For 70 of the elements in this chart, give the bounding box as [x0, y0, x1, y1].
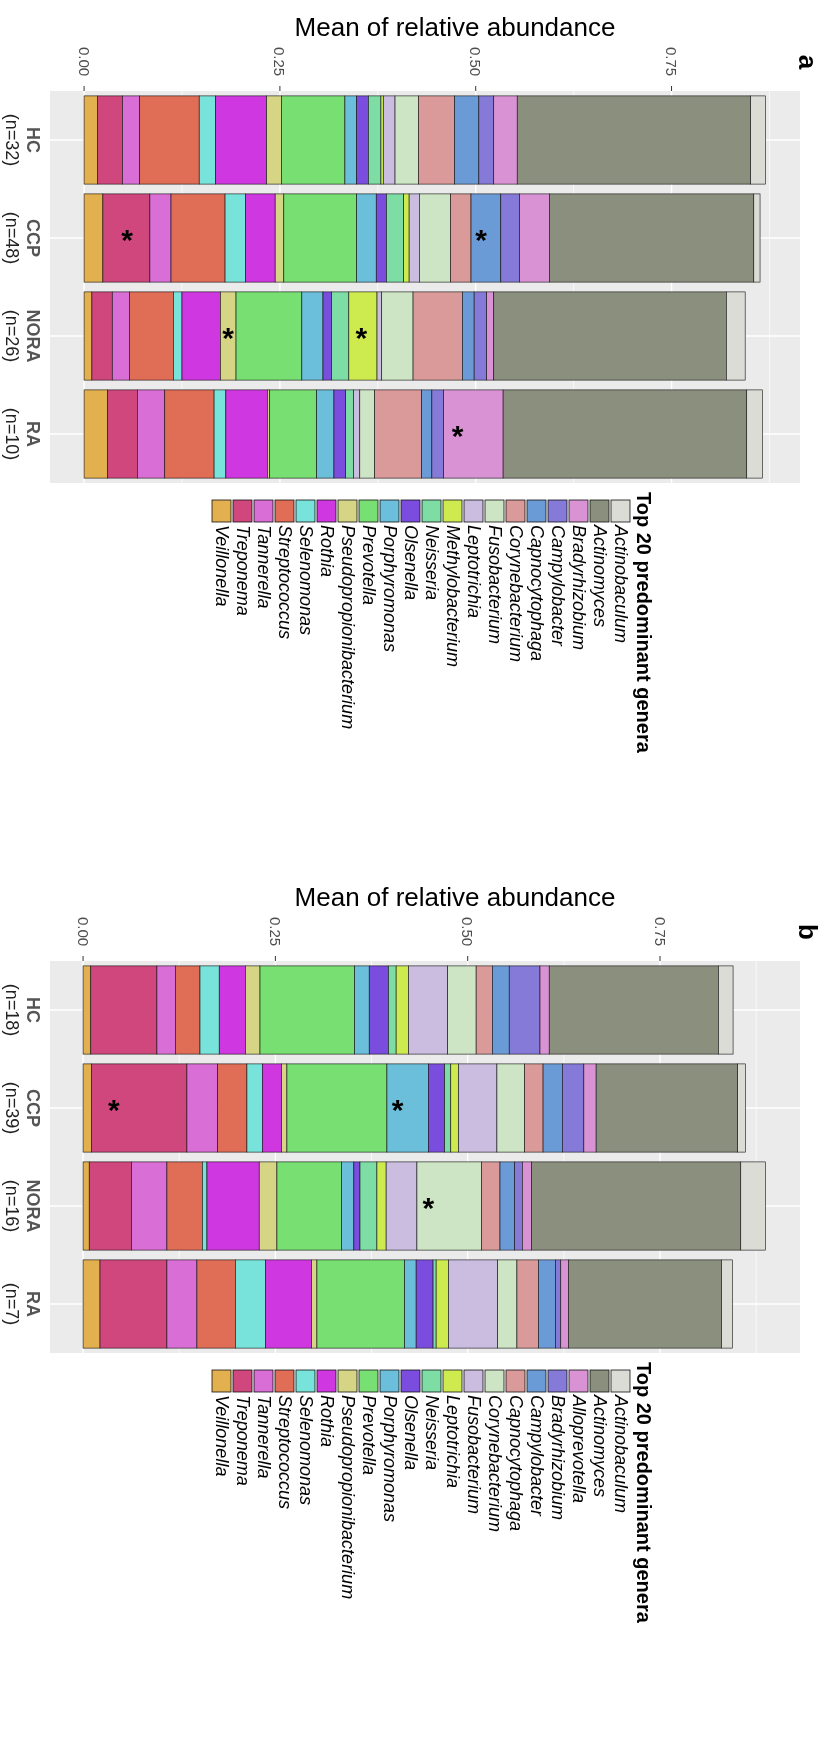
legend-label: Actinobaculum [610, 1394, 631, 1514]
legend-label: Actinobaculum [610, 524, 631, 644]
legend-label: Selenomonas [295, 525, 316, 636]
y-tick-label: NORA (n=26) [2, 309, 43, 363]
x-tick-label: 0.00 [74, 917, 92, 947]
legend-label: Leptotrichia [463, 525, 484, 619]
legend-label: Olsenella [400, 1395, 421, 1471]
legend-title: Top 20 predominant genera [633, 1362, 655, 1624]
y-tick-label: RA (n=10) [2, 407, 43, 461]
legend-label: Corynebacterium [484, 1395, 505, 1533]
legend-label: Methylobacterium [442, 525, 463, 668]
x-tick-label: 0.50 [459, 917, 477, 947]
legend-label: Campylobacter [547, 525, 568, 648]
legend-label: Fusobacterium [484, 525, 505, 645]
legend-label: Veillonella [211, 1395, 232, 1477]
y-tick-label: RA (n=7) [2, 1282, 43, 1326]
annotation: * [475, 223, 488, 256]
y-tick-label: HC (n=32) [2, 113, 43, 167]
legend-label: Rothia [316, 525, 337, 578]
x-tick-label: 0.50 [467, 47, 485, 77]
legend-label: Rothia [316, 1395, 337, 1448]
legend-label: Bradyrhizobium [568, 525, 589, 651]
legend-label: Neisseria [421, 1395, 442, 1471]
legend-label: Pseudopropionibacterium [337, 525, 358, 730]
x-tick-label: 0.25 [266, 917, 284, 947]
legend-label: Tannerella [253, 525, 274, 609]
legend-label: Fusobacterium [463, 1395, 484, 1515]
x-tick-label: 0.00 [75, 47, 93, 77]
legend-label: Actinomyces [589, 524, 610, 628]
legend-label: Pseudopropionibacterium [337, 1395, 358, 1600]
annotation: * [355, 321, 368, 354]
legend-title: Top 20 predominant genera [633, 492, 655, 754]
annotation: * [222, 321, 235, 354]
annotation: * [391, 1093, 404, 1126]
legend-label: Campylobacter [526, 1395, 547, 1518]
legend-label: Porphyromonas [379, 525, 400, 653]
annotation: * [422, 1191, 435, 1224]
legend-label: Streptococcus [274, 1395, 295, 1510]
legend-label: Treponema [232, 525, 253, 616]
legend-label: Prevotella [358, 1395, 379, 1476]
legend-label: Neisseria [421, 525, 442, 601]
legend-label: Capnocytophaga [526, 525, 547, 662]
legend-label: Capnocytophaga [505, 1395, 526, 1532]
text: b [793, 924, 823, 940]
legend-label: Actinomyces [589, 1394, 610, 1498]
x-tick-label: 0.25 [271, 47, 289, 77]
annotation: * [108, 1093, 120, 1126]
legend-label: Bradyrhizobium [547, 1395, 568, 1521]
legend-label: Treponema [232, 1395, 253, 1486]
legend-label: Olsenella [400, 525, 421, 601]
x-tick-label: 0.75 [663, 47, 681, 77]
annotation: * [451, 419, 464, 452]
y-tick-label: NORA (n=16) [2, 1179, 43, 1233]
legend-label: Selenomonas [295, 1395, 316, 1506]
legend-label: Tannerella [253, 1395, 274, 1479]
annotation: * [121, 223, 134, 256]
legend-label: Streptococcus [274, 525, 295, 640]
legend-label: Leptotrichia [442, 1395, 463, 1489]
text: a [793, 54, 823, 70]
x-axis-title: Mean of relative abundance [294, 12, 616, 42]
legend-label: Alloprevotella [568, 1394, 589, 1504]
legend-label: Veillonella [211, 525, 232, 607]
y-tick-label: CCP (n=48) [2, 211, 43, 265]
legend-label: Corynebacterium [505, 525, 526, 663]
x-tick-label: 0.75 [651, 917, 669, 947]
y-tick-label: HC (n=18) [2, 983, 43, 1037]
x-axis-title: Mean of relative abundance [294, 882, 616, 912]
legend-label: Porphyromonas [379, 1395, 400, 1523]
y-tick-label: CCP (n=39) [2, 1081, 43, 1135]
legend-label: Prevotella [358, 525, 379, 606]
